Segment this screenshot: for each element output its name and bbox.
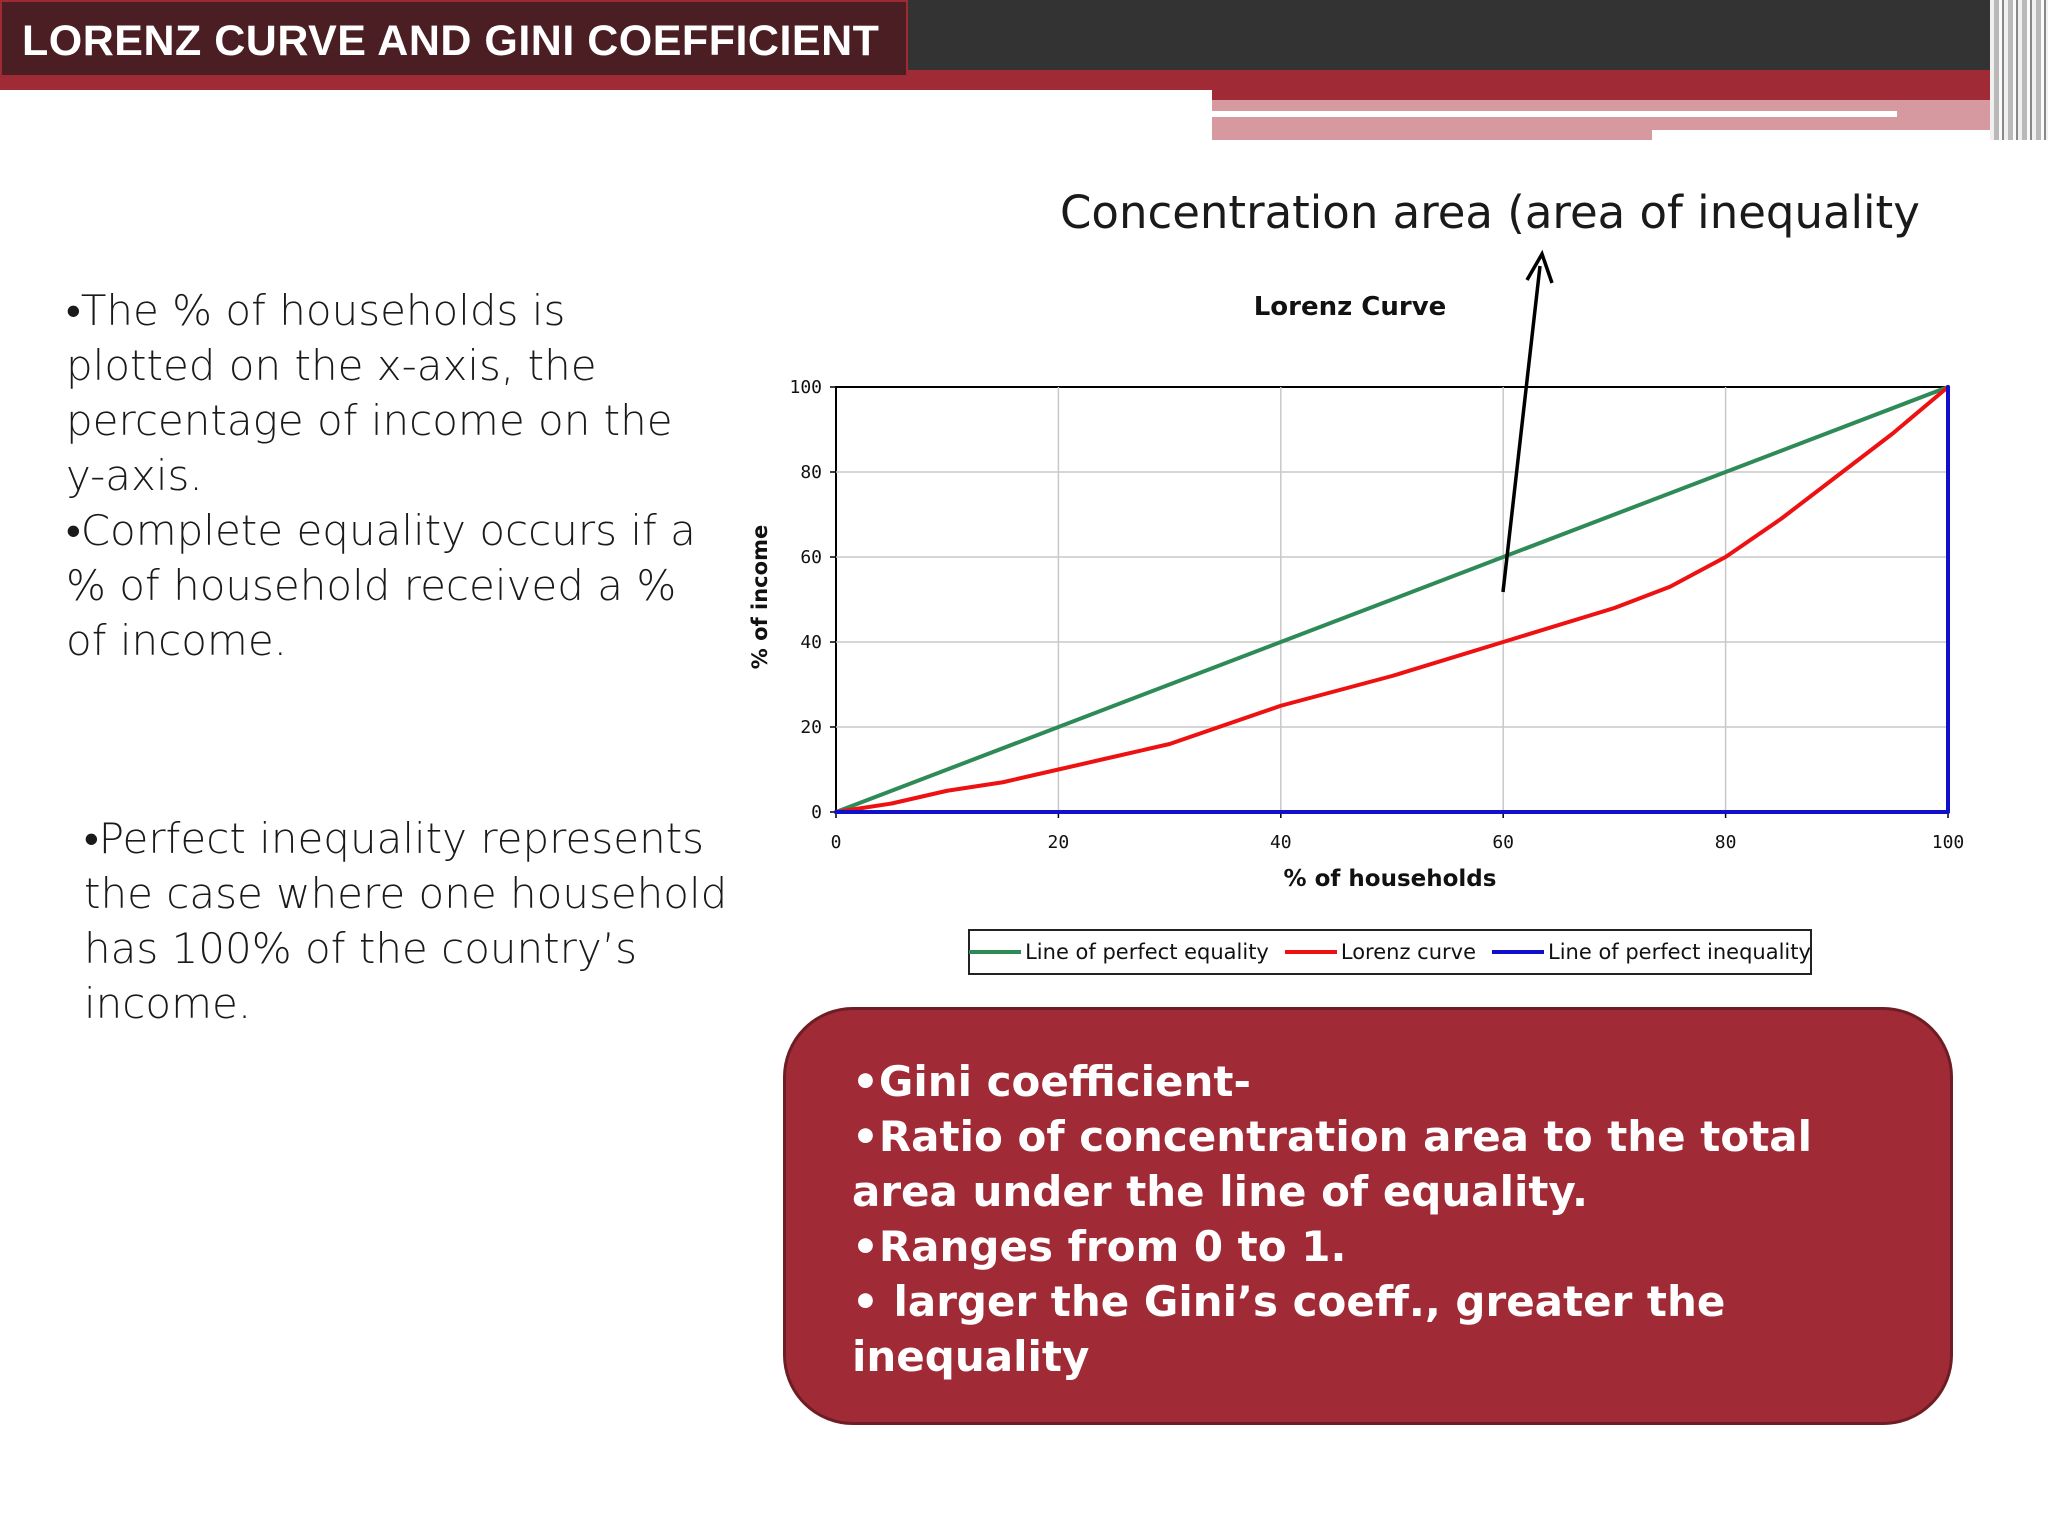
x-tick-label: 60 [1492,832,1514,853]
header-stripe-decoration [1990,0,2048,140]
gini-coefficient-box [783,1007,1953,1425]
gini-bullet-ratio: •Ratio of concentration area to the tota… [852,1112,1813,1216]
equality-line [834,385,1950,814]
legend-item-inequality: Line of perfect inequality [1492,940,1811,964]
legend-label-equality: Line of perfect equality [1025,940,1269,964]
legend-swatch-lorenz [1284,950,1337,954]
y-tick-label: 60 [800,547,822,568]
gini-bullet-heading: •Gini coefficient- [852,1057,1251,1106]
lorenz-curve-line [834,385,1950,814]
gini-bullet-range: •Ranges from 0 to 1. [852,1222,1347,1271]
header-accent-bar-right [1212,70,2048,100]
gini-bullets: •Gini coefficient- •Ratio of concentrati… [852,1054,1912,1384]
y-tick-label: 100 [789,377,822,398]
x-axis-title: % of households [1283,866,1497,892]
y-tick-label: 80 [800,462,822,483]
inequality-line [834,385,1950,814]
x-tick-label: 0 [831,832,842,853]
bullet-equality: •Complete equality occurs if a % of hous… [66,506,696,665]
legend-item-equality: Line of perfect equality [969,940,1269,964]
left-bullets-bottom: •Perfect inequality represents the case … [84,811,764,1031]
chart-title: Lorenz Curve [1253,292,1447,322]
legend-swatch-equality [969,950,1022,954]
left-bullets-top: •The % of households is plotted on the x… [66,283,716,668]
legend-label-lorenz: Lorenz curve [1340,940,1476,964]
legend-item-lorenz: Lorenz curve [1284,940,1476,964]
slide-title: LORENZ CURVE AND GINI COEFFICIENT [0,0,908,77]
y-tick-label: 40 [800,632,822,653]
header-white-rule [1212,111,1897,117]
x-tick-label: 20 [1048,832,1070,853]
annotation-arrow-head [1525,249,1554,284]
bullet-axes: •The % of households is plotted on the x… [66,286,673,500]
x-tick-label: 40 [1270,832,1292,853]
concentration-area-annotation: Concentration area (area of inequality [1060,186,1920,239]
x-tick-label: 80 [1715,832,1737,853]
legend-swatch-inequality [1492,950,1544,954]
y-tick-label: 20 [800,717,822,738]
y-axis-title: % of income [748,524,772,670]
bullet-inequality: •Perfect inequality represents the case … [84,814,728,1028]
x-tick-label: 100 [1932,832,1965,853]
y-tick-label: 0 [811,802,822,823]
annotation-arrow-shaft [1501,265,1542,593]
legend-label-inequality: Line of perfect inequality [1548,940,1811,964]
header-white-rule-lower [1652,130,2048,140]
gini-bullet-interpretation: • larger the Gini’s coeff., greater the … [852,1277,1726,1381]
chart-legend: Line of perfect equality Lorenz curve Li… [968,929,1812,975]
